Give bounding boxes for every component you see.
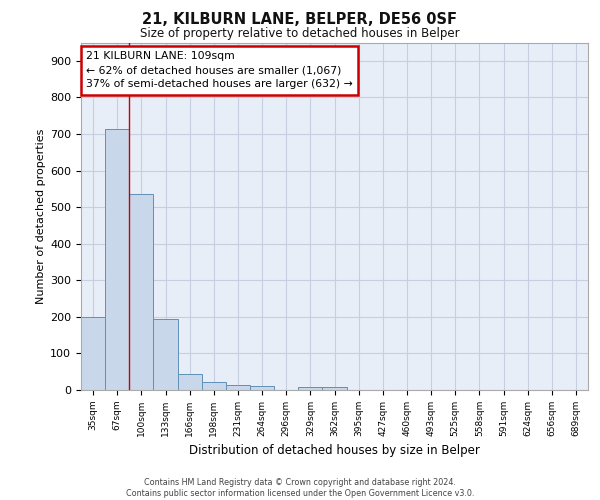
Bar [154,320,178,390]
Bar [178,374,202,390]
Bar [250,386,274,390]
Bar [298,386,322,390]
Y-axis label: Number of detached properties: Number of detached properties [36,128,46,304]
Text: Contains HM Land Registry data © Crown copyright and database right 2024.
Contai: Contains HM Land Registry data © Crown c… [126,478,474,498]
Bar [81,317,105,390]
Bar [105,129,129,390]
Bar [202,382,226,390]
Text: Size of property relative to detached houses in Belper: Size of property relative to detached ho… [140,28,460,40]
Text: 21 KILBURN LANE: 109sqm
← 62% of detached houses are smaller (1,067)
37% of semi: 21 KILBURN LANE: 109sqm ← 62% of detache… [86,51,353,89]
Text: 21, KILBURN LANE, BELPER, DE56 0SF: 21, KILBURN LANE, BELPER, DE56 0SF [143,12,458,28]
X-axis label: Distribution of detached houses by size in Belper: Distribution of detached houses by size … [189,444,480,458]
Bar [226,384,250,390]
Bar [322,386,347,390]
Bar [129,194,154,390]
